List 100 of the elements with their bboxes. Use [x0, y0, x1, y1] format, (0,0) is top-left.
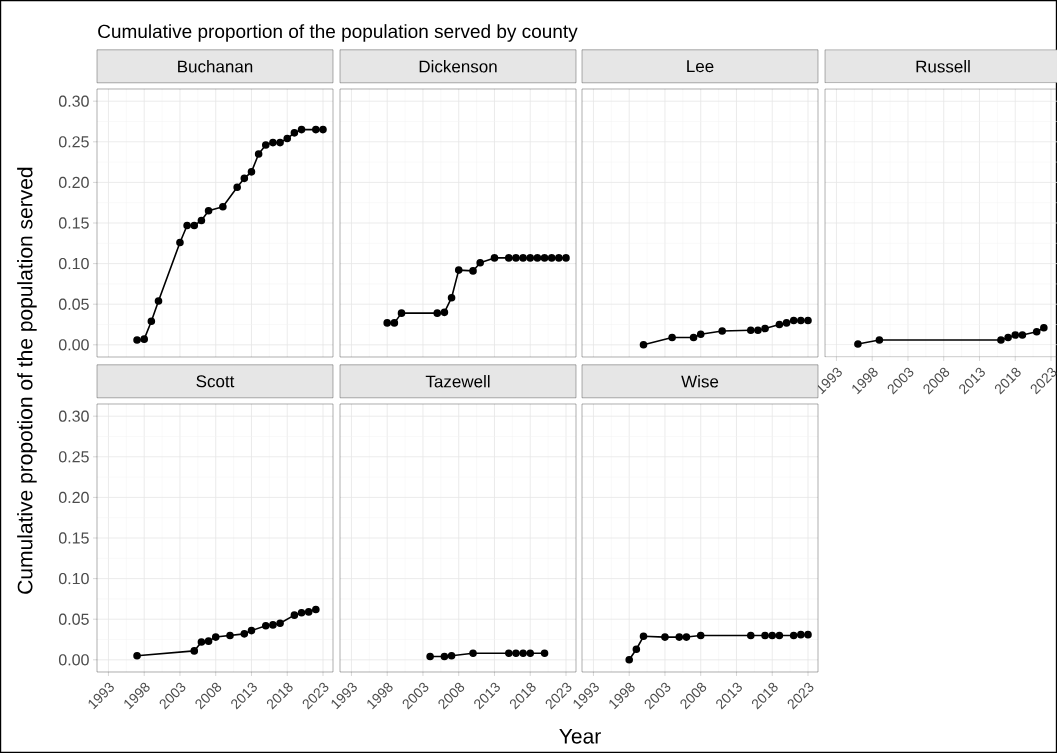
point: [1032, 328, 1041, 336]
point: [269, 138, 277, 147]
point: [276, 138, 284, 147]
point: [540, 254, 549, 262]
point: [555, 254, 563, 262]
y-tick-label: 0.30: [58, 95, 89, 107]
point: [390, 319, 399, 327]
point: [1040, 323, 1048, 332]
point: [504, 254, 513, 262]
chart-title: Tazewell: [425, 375, 490, 388]
point: [547, 254, 556, 262]
point: [782, 319, 791, 327]
point: [312, 125, 320, 134]
point: [875, 336, 884, 344]
point: [297, 125, 306, 134]
x-axis-title: Year: [559, 729, 601, 744]
point: [197, 638, 206, 646]
text: Cumulative proportion of the population served by county: [98, 24, 578, 42]
y-tick-label: 0.15: [58, 532, 89, 544]
point: [1004, 333, 1012, 342]
point: [140, 335, 148, 343]
point: [240, 630, 249, 638]
chart-title: Dickenson: [419, 60, 497, 73]
point: [804, 316, 812, 325]
point: [290, 129, 299, 137]
point: [761, 324, 769, 333]
point: [233, 183, 241, 192]
point: [454, 266, 463, 274]
y-axis-title: Cumulative propotion of the population served: [17, 167, 37, 594]
chart-title: Buchanan: [178, 60, 253, 73]
point: [283, 134, 292, 143]
point: [661, 633, 669, 641]
point: [397, 309, 406, 317]
y-tick-label: 0.20: [58, 176, 89, 189]
point: [261, 621, 270, 630]
chart-title: Wise: [681, 375, 719, 388]
point: [789, 316, 798, 325]
point: [204, 637, 213, 645]
point: [133, 336, 141, 344]
y-tick-label: 0.05: [58, 613, 89, 625]
point: [211, 633, 220, 641]
point: [797, 630, 805, 639]
point: [176, 238, 184, 247]
point: [775, 631, 784, 640]
point: [746, 631, 755, 640]
y-tick-label: 0.00: [58, 654, 89, 666]
point: [319, 125, 327, 134]
point: [490, 254, 499, 262]
point: [290, 611, 299, 619]
point: [689, 333, 698, 342]
point: [226, 631, 234, 640]
point: [804, 630, 812, 639]
point: [696, 330, 705, 339]
point: [754, 326, 762, 334]
point: [682, 633, 691, 641]
point: [854, 340, 862, 348]
point: [469, 267, 477, 275]
y-tick-label: 0.05: [58, 298, 89, 310]
point: [247, 626, 256, 635]
point: [533, 254, 542, 262]
y-tick-label: 0.10: [58, 257, 89, 270]
point: [797, 316, 805, 325]
point: [526, 254, 535, 262]
point: [304, 608, 313, 616]
point: [219, 202, 227, 211]
point: [247, 168, 256, 176]
point: [190, 647, 199, 655]
point: [696, 631, 705, 640]
y-tick-label: 0.30: [58, 410, 89, 422]
point: [383, 319, 391, 327]
point: [718, 327, 726, 335]
point: [562, 254, 570, 262]
y-tick-label: 0.25: [58, 451, 89, 463]
point: [440, 308, 449, 317]
point: [512, 254, 520, 262]
point: [668, 333, 676, 342]
point: [312, 605, 320, 614]
chart-title: Lee: [687, 60, 714, 73]
y-tick-label: 0.25: [58, 136, 89, 148]
point: [269, 621, 277, 629]
point: [447, 293, 456, 302]
point: [519, 254, 527, 262]
point: [675, 633, 684, 641]
point: [997, 336, 1005, 344]
point: [433, 309, 442, 317]
point: [1011, 331, 1020, 339]
chart-title: Russell: [916, 60, 970, 73]
point: [768, 631, 777, 640]
point: [133, 651, 141, 660]
y-tick-label: 0.00: [58, 339, 89, 351]
point: [154, 297, 163, 305]
point: [261, 141, 270, 149]
y-tick-label: 0.15: [58, 217, 89, 229]
chart-title: Scott: [196, 375, 235, 388]
point: [639, 341, 648, 349]
point: [147, 317, 156, 326]
y-tick-label: 0.20: [58, 491, 89, 504]
y-tick-label: 0.10: [58, 572, 89, 585]
point: [190, 221, 199, 230]
point: [197, 216, 206, 225]
